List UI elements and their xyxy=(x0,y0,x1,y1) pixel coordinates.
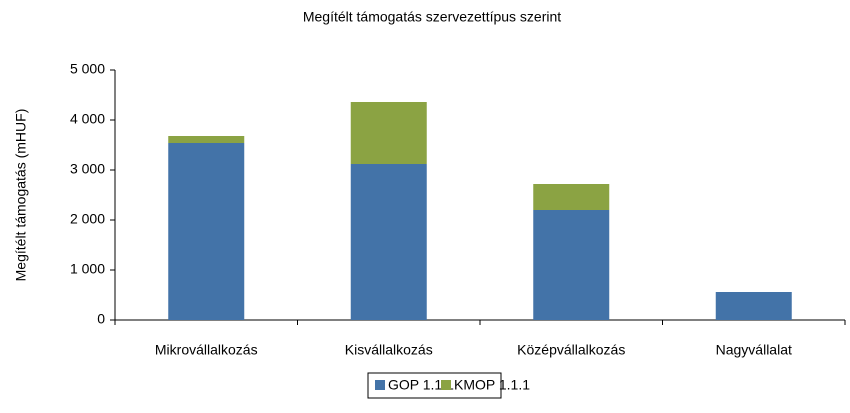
bar-segment xyxy=(168,143,245,320)
bar-segment xyxy=(533,210,610,320)
y-tick-label: 0 xyxy=(97,311,105,327)
legend-swatch xyxy=(441,380,451,390)
bar-segment xyxy=(533,184,610,210)
y-tick-label: 4 000 xyxy=(70,111,105,127)
y-axis-label: Megítélt támogatás (mHUF) xyxy=(13,109,29,282)
x-tick-label: Középvállalkozás xyxy=(517,342,625,358)
bar-segment xyxy=(715,292,792,320)
bar-segment xyxy=(350,102,427,164)
y-tick-label: 5 000 xyxy=(70,61,105,77)
chart-title: Megítélt támogatás szervezettípus szerin… xyxy=(303,9,561,25)
y-tick-label: 3 000 xyxy=(70,161,105,177)
bar-segment xyxy=(168,136,245,143)
bar-segment xyxy=(350,164,427,320)
legend-swatch xyxy=(375,380,385,390)
legend-label: GOP 1.1.1 xyxy=(388,377,454,393)
x-tick-label: Nagyvállalat xyxy=(716,342,792,358)
y-tick-label: 2 000 xyxy=(70,211,105,227)
legend-label: KMOP 1.1.1 xyxy=(454,377,530,393)
x-tick-label: Kisvállalkozás xyxy=(345,342,433,358)
x-tick-label: Mikrovállalkozás xyxy=(155,342,258,358)
y-tick-label: 1 000 xyxy=(70,261,105,277)
legend-box xyxy=(367,372,502,399)
